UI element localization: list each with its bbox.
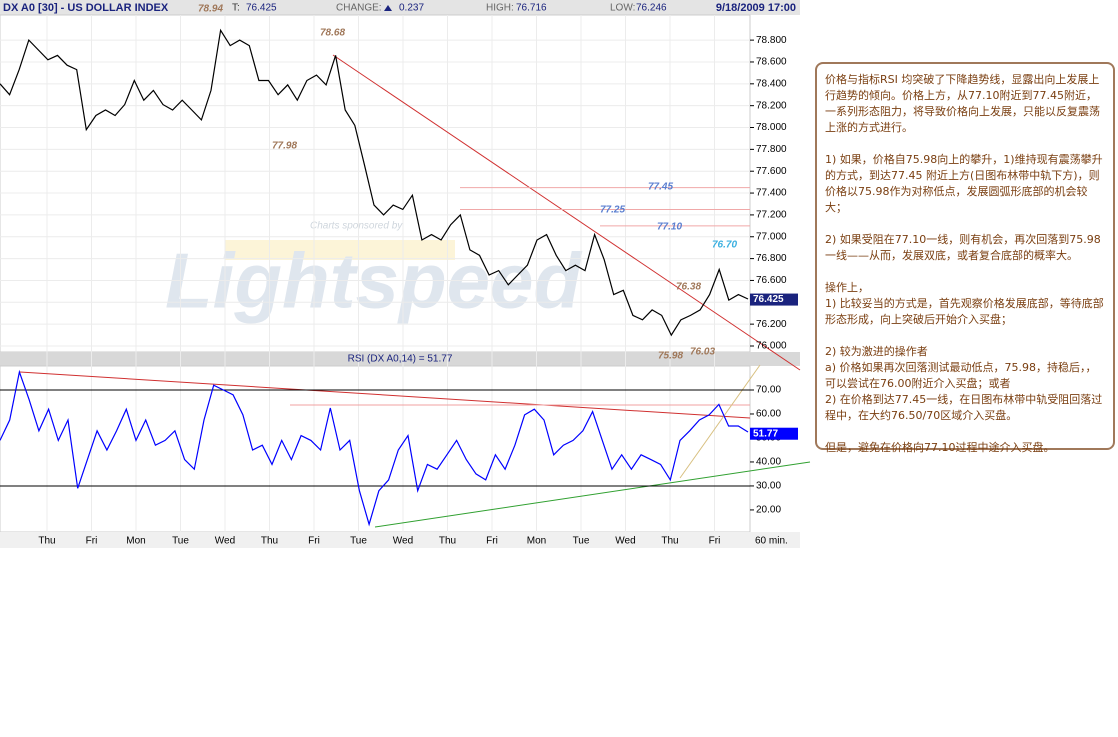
y-tick-label: 70.00 [756,385,781,396]
x-axis-bar [0,532,800,548]
rsi-trend-line [19,371,751,419]
x-tick-label: Wed [615,536,635,547]
y-tick-label: 78.000 [756,122,787,133]
rsi-bar [0,352,800,366]
header-title: DX A0 [30] - US DOLLAR INDEX [3,2,169,14]
x-tick-label: Fri [86,536,98,547]
note-paragraph: 但是，避免在价格向77.10过程中途介入买盘。 [825,441,1055,454]
rsi-title: RSI (DX A0,14) = 51.77 [348,354,453,365]
x-tick-label: Mon [126,536,145,547]
y-tick-label: 30.00 [756,481,781,492]
price-line [0,28,749,337]
rsi-channel-line [679,364,761,479]
y-tick-label: 60.00 [756,409,781,420]
header-value: 76.425 [246,3,277,14]
y-tick-label: 78.400 [756,78,787,89]
x-tick-label: Fri [486,536,498,547]
last-value-box [750,293,798,306]
rsi-panel [0,365,751,533]
price-annotation: 76.38 [676,282,701,293]
price-annotation: 77.10 [657,222,682,233]
header-value: 76.246 [636,3,667,14]
header-datetime: 9/18/2009 17:00 [716,2,796,14]
y-tick-label: 77.800 [756,144,787,155]
note-paragraph: 1) 比较妥当的方式是，首先观察价格发展底部，等待底部形态形成，向上突破后开始介… [825,297,1104,326]
change-arrow [384,5,392,11]
y-tick-label: 77.600 [756,166,787,177]
header-label: CHANGE: [336,3,382,14]
y-tick-label: 76.800 [756,253,787,264]
x-tick-label: Thu [439,536,456,547]
x-tick-label: Thu [661,536,678,547]
sponsor: Charts sponsored by [310,221,403,232]
note-paragraph: 价格与指标RSI 均突破了下降趋势线，显露出向上发展上行趋势的倾向。价格上方，从… [825,73,1100,134]
watermark-band [225,240,455,260]
header-value: 0.237 [399,3,424,14]
header-label: T: [232,3,240,14]
y-tick-label: 77.200 [756,210,787,221]
y-tick-label: 76.000 [756,341,787,352]
header-label: LOW: [610,3,635,14]
price-annotation: 77.45 [648,182,673,193]
header-label: HIGH: [486,3,514,14]
header-bar [0,0,800,15]
x-tick-label: Tue [350,536,367,547]
last-value-label: 76.425 [753,294,784,305]
y-tick-label: 40.00 [756,457,781,468]
note-paragraph: 2) 在价格到达77.45一线，在日图布林带中轨受阻回落过程中，在大约76.50… [825,393,1103,422]
x-tick-label: Wed [393,536,413,547]
x-tick-label: Tue [172,536,189,547]
price-annotation: 75.98 [658,351,683,362]
note-paragraph: 操作上， [825,281,869,294]
y-tick-label: 78.200 [756,100,787,111]
x-tick-label: Mon [527,536,546,547]
price-line [0,369,749,527]
x-tick-label: Fri [308,536,320,547]
price-annotation: 78.94 [198,4,223,15]
x-tick-label: Wed [215,536,235,547]
note-paragraph: 2) 较为激进的操作者 [825,345,928,358]
chart: Lightspeed Charts sponsored by DX A0 [30… [0,0,811,548]
price-annotation: 76.70 [712,240,737,251]
y-tick-label: 77.000 [756,231,787,242]
y-tick-label: 78.600 [756,57,787,68]
note-paragraph: 2) 如果受阻在77.10一线，则有机会，再次回落到75.98一线——从而，发展… [825,233,1101,262]
y-tick-label: 77.400 [756,188,787,199]
trend-line [332,54,801,371]
y-tick-label: 76.200 [756,319,787,330]
note-paragraph: 1) 如果，价格自75.98向上的攀升，1)维持现有震荡攀升的方式，到达77.4… [825,153,1103,214]
y-tick-label: 20.00 [756,505,781,516]
x-unit: 60 min. [755,536,788,547]
x-tick-label: Thu [38,536,55,547]
last-value-label: 51.77 [753,428,778,439]
price-annotation: 77.25 [600,205,625,216]
x-tick-label: Thu [261,536,278,547]
price-annotation: 77.98 [272,141,297,152]
x-tick-label: Fri [709,536,721,547]
commentary-box: 价格与指标RSI 均突破了下降趋势线，显露出向上发展上行趋势的倾向。价格上方，从… [815,62,1115,454]
y-tick-label: 76.600 [756,275,787,286]
rsi-support-line [374,461,811,528]
y-tick-label: 78.800 [756,35,787,46]
last-value-box [750,427,798,440]
price-annotation: 76.03 [690,347,715,358]
price-annotation: 78.68 [320,28,345,39]
note-paragraph: a) 价格如果再次回落测试最动低点，75.98，持稳后，，可以尝试在76.00附… [825,361,1097,390]
header-value: 76.716 [516,3,547,14]
x-tick-label: Tue [573,536,590,547]
